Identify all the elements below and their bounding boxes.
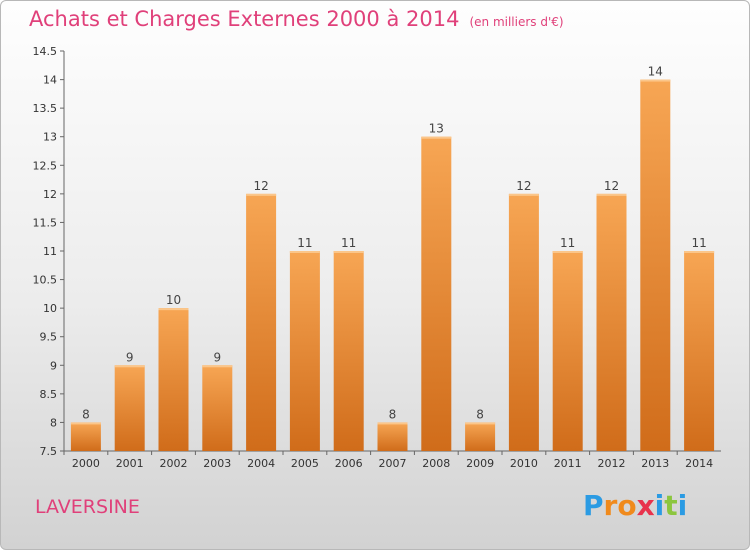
bar-top-highlight bbox=[158, 308, 189, 311]
bar-top-highlight bbox=[508, 193, 539, 196]
x-tick-label: 2012 bbox=[598, 457, 626, 470]
bar-2013 bbox=[640, 79, 671, 452]
bar-top-highlight bbox=[596, 193, 627, 196]
bar-top-highlight bbox=[465, 422, 496, 425]
data-label-2008: 13 bbox=[429, 122, 444, 136]
bar-2003 bbox=[202, 365, 233, 451]
bar-top-highlight bbox=[246, 193, 277, 196]
bar-2010 bbox=[508, 193, 539, 451]
x-tick-label: 2000 bbox=[72, 457, 100, 470]
y-tick-label: 14 bbox=[43, 74, 57, 87]
data-label-2005: 11 bbox=[297, 236, 312, 250]
logo-letter: i bbox=[677, 489, 688, 522]
bar-2002 bbox=[158, 308, 189, 451]
y-tick-label: 11 bbox=[43, 245, 57, 258]
logo-letter: P bbox=[583, 489, 604, 522]
data-label-2012: 12 bbox=[604, 179, 619, 193]
data-label-2007: 8 bbox=[389, 407, 397, 421]
data-label-2001: 9 bbox=[126, 350, 134, 364]
y-tick-label: 10.5 bbox=[33, 274, 58, 287]
bar-2006 bbox=[333, 251, 364, 451]
bar-2001 bbox=[114, 365, 145, 451]
bar-top-highlight bbox=[70, 422, 101, 425]
bar-2005 bbox=[289, 251, 320, 451]
chart-title: Achats et Charges Externes 2000 à 2014 (e… bbox=[29, 7, 564, 31]
bar-2000 bbox=[70, 422, 101, 451]
data-label-2006: 11 bbox=[341, 236, 356, 250]
x-tick-label: 2009 bbox=[466, 457, 494, 470]
bar-2011 bbox=[552, 251, 583, 451]
bar-2009 bbox=[465, 422, 496, 451]
y-tick-label: 7.5 bbox=[40, 445, 58, 458]
chart-subtitle: (en milliers d'€) bbox=[469, 15, 564, 29]
data-label-2013: 14 bbox=[648, 65, 663, 79]
bar-top-highlight bbox=[640, 79, 671, 82]
x-tick-label: 2006 bbox=[335, 457, 363, 470]
bar-top-highlight bbox=[421, 136, 452, 139]
y-tick-label: 12.5 bbox=[33, 159, 58, 172]
logo-letter: x bbox=[636, 489, 655, 522]
data-label-2004: 12 bbox=[253, 179, 268, 193]
y-tick-label: 13 bbox=[43, 131, 57, 144]
data-label-2002: 10 bbox=[166, 293, 181, 307]
y-tick-label: 9 bbox=[50, 359, 57, 372]
bar-top-highlight bbox=[202, 365, 233, 368]
logo-letter: r bbox=[603, 489, 618, 522]
logo-letter: o bbox=[617, 489, 637, 522]
bar-top-highlight bbox=[377, 422, 408, 425]
proxiti-logo: Proxiti bbox=[583, 489, 687, 522]
y-tick-label: 12 bbox=[43, 188, 57, 201]
bar-top-highlight bbox=[552, 251, 583, 253]
x-tick-label: 2011 bbox=[554, 457, 582, 470]
bar-2004 bbox=[246, 193, 277, 451]
x-tick-label: 2007 bbox=[379, 457, 407, 470]
y-tick-label: 14.5 bbox=[33, 45, 58, 58]
data-label-2014: 11 bbox=[691, 236, 706, 250]
y-tick-label: 11.5 bbox=[33, 216, 58, 229]
bar-2008 bbox=[421, 136, 452, 451]
bar-top-highlight bbox=[114, 365, 145, 368]
x-tick-label: 2001 bbox=[116, 457, 144, 470]
x-tick-label: 2010 bbox=[510, 457, 538, 470]
bar-2012 bbox=[596, 193, 627, 451]
data-label-2009: 8 bbox=[476, 407, 484, 421]
y-tick-label: 10 bbox=[43, 302, 57, 315]
x-tick-label: 2008 bbox=[422, 457, 450, 470]
x-tick-label: 2003 bbox=[203, 457, 231, 470]
data-label-2000: 8 bbox=[82, 407, 90, 421]
bar-top-highlight bbox=[333, 251, 364, 253]
logo-letter: i bbox=[654, 489, 665, 522]
x-tick-label: 2013 bbox=[641, 457, 669, 470]
data-label-2010: 12 bbox=[516, 179, 531, 193]
bar-top-highlight bbox=[684, 251, 715, 253]
y-tick-label: 9.5 bbox=[40, 331, 58, 344]
y-tick-label: 13.5 bbox=[33, 102, 58, 115]
y-tick-label: 8 bbox=[50, 416, 57, 429]
x-tick-label: 2002 bbox=[160, 457, 188, 470]
x-tick-label: 2004 bbox=[247, 457, 275, 470]
data-label-2003: 9 bbox=[213, 350, 221, 364]
y-tick-label: 8.5 bbox=[40, 388, 58, 401]
bar-top-highlight bbox=[289, 251, 320, 253]
x-tick-label: 2005 bbox=[291, 457, 319, 470]
logo-letter: t bbox=[664, 489, 678, 522]
bar-2007 bbox=[377, 422, 408, 451]
data-label-2011: 11 bbox=[560, 236, 575, 250]
x-tick-label: 2014 bbox=[685, 457, 713, 470]
bar-2014 bbox=[684, 251, 715, 451]
place-name: LAVERSINE bbox=[35, 496, 140, 518]
